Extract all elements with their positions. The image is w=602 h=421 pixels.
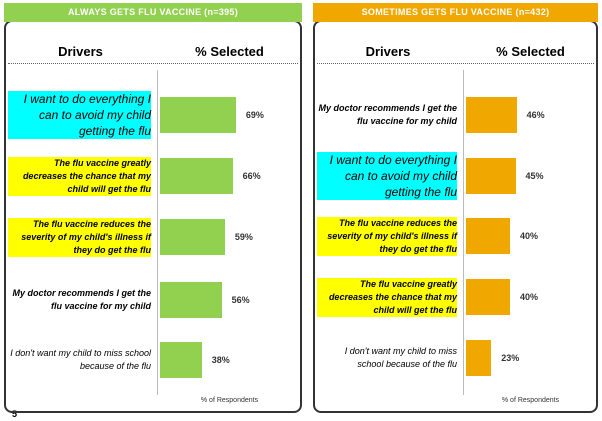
driver-label: The flu vaccine greatly decreases the ch… <box>317 261 457 333</box>
column-divider <box>157 70 158 395</box>
bar <box>466 340 492 376</box>
bar <box>160 219 225 255</box>
value-label: 38% <box>211 355 230 365</box>
driver-text: I want to do everything I can to avoid m… <box>317 152 457 200</box>
bar <box>466 158 516 194</box>
value-label: 69% <box>245 110 264 120</box>
value-label: 59% <box>234 232 253 242</box>
x-axis-label: % of Respondents <box>501 397 560 404</box>
driver-label: The flu vaccine reduces the severity of … <box>317 200 457 272</box>
driver-text: My doctor recommends I get the flu vacci… <box>318 103 457 126</box>
bar <box>160 158 233 194</box>
value-label: 45% <box>525 171 544 181</box>
header-divider <box>317 63 594 64</box>
bar <box>160 342 202 378</box>
bar <box>160 282 222 318</box>
driver-text: The flu vaccine reduces the severity of … <box>8 217 151 257</box>
driver-label: The flu vaccine reduces the severity of … <box>8 201 151 273</box>
driver-text: I want to do everything I can to avoid m… <box>8 91 151 139</box>
driver-label: I want to do everything I can to avoid m… <box>8 79 151 151</box>
bar <box>466 218 510 254</box>
header-divider <box>8 63 298 64</box>
driver-label: I don't want my child to miss school bec… <box>317 322 457 394</box>
value-label: 46% <box>526 110 545 120</box>
driver-text: The flu vaccine greatly decreases the ch… <box>317 277 457 317</box>
value-label: 66% <box>242 171 261 181</box>
bar <box>160 97 236 133</box>
driver-label: My doctor recommends I get the flu vacci… <box>8 264 151 336</box>
driver-text: I don't want my child to miss school bec… <box>344 346 457 369</box>
panel-title: SOMETIMES GETS FLU VACCINE (n=432) <box>313 3 598 22</box>
driver-label: The flu vaccine greatly decreases the ch… <box>8 140 151 212</box>
column-header: Drivers <box>58 44 103 59</box>
value-label: 23% <box>501 353 520 363</box>
value-label: 40% <box>520 231 539 241</box>
column-header: % Selected <box>496 44 565 59</box>
driver-text: I don't want my child to miss school bec… <box>10 348 151 371</box>
column-header: Drivers <box>365 44 411 59</box>
bar <box>466 97 517 133</box>
driver-text: The flu vaccine greatly decreases the ch… <box>8 156 151 196</box>
page-number: 5 <box>12 409 18 419</box>
bar <box>466 279 510 315</box>
value-label: 56% <box>231 295 250 305</box>
driver-label: I don't want my child to miss school bec… <box>8 324 151 396</box>
driver-text: My doctor recommends I get the flu vacci… <box>12 288 151 311</box>
value-label: 40% <box>520 292 539 302</box>
x-axis-label: % of Respondents <box>200 397 259 404</box>
driver-label: I want to do everything I can to avoid m… <box>317 140 457 212</box>
column-divider <box>463 70 464 395</box>
driver-text: The flu vaccine reduces the severity of … <box>317 216 457 256</box>
column-header: % Selected <box>195 44 264 59</box>
driver-label: My doctor recommends I get the flu vacci… <box>317 79 457 151</box>
panel-title: ALWAYS GETS FLU VACCINE (n=395) <box>4 3 302 22</box>
